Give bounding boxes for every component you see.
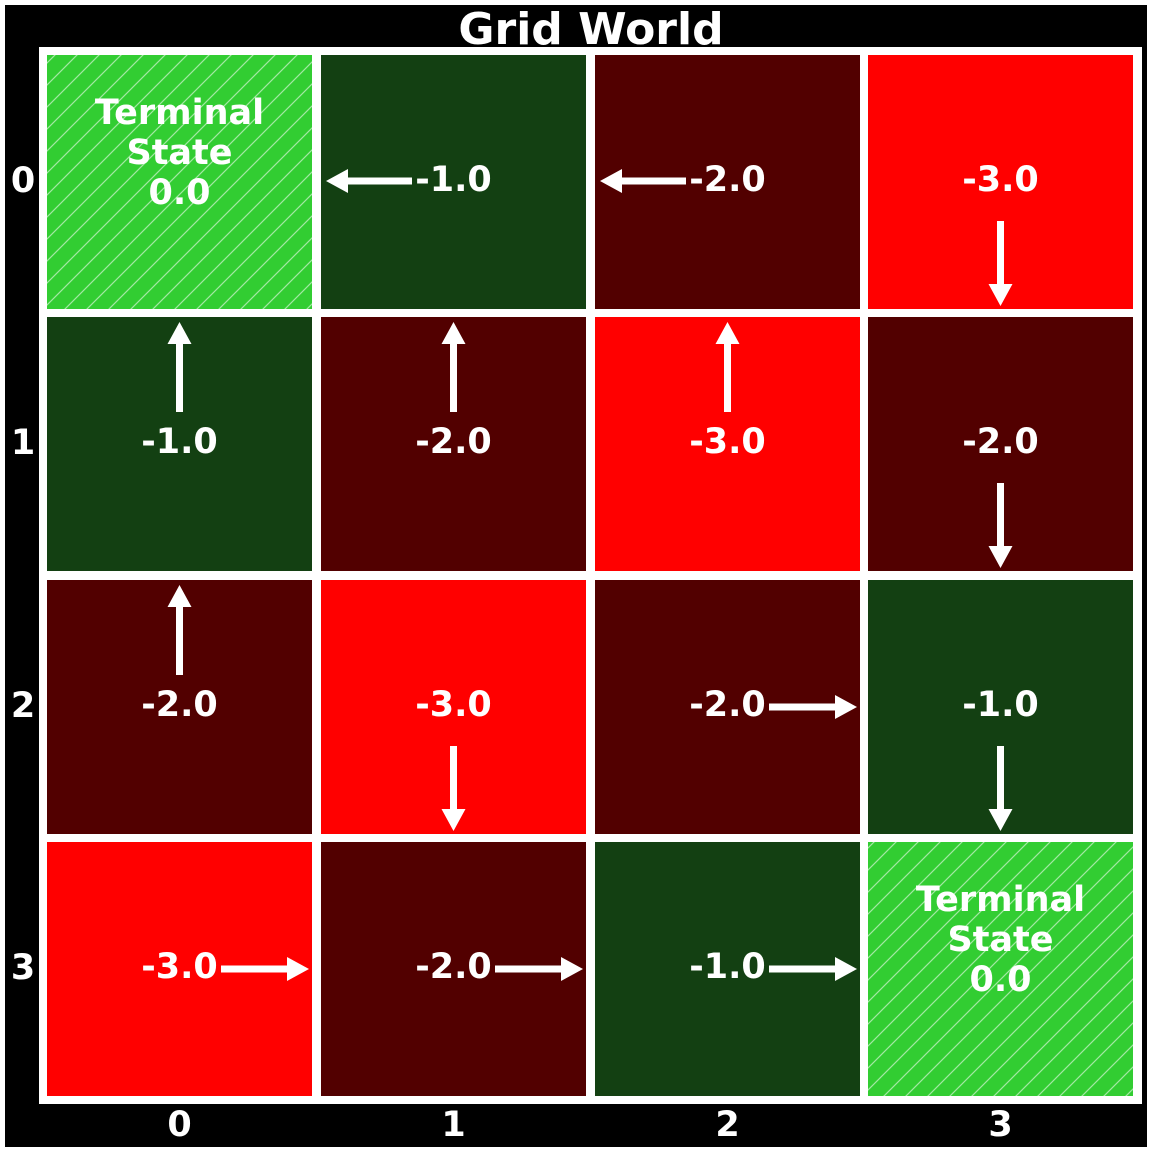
cell-value: -2.0 bbox=[415, 947, 492, 987]
arrow-head bbox=[167, 585, 192, 607]
y-tick-label: 3 bbox=[11, 948, 35, 988]
cell-value: -3.0 bbox=[415, 685, 492, 725]
axis-ticks: 0 1 2 3 0 1 2 3 bbox=[11, 161, 1013, 1145]
grid-cell: -3.0 bbox=[595, 317, 860, 571]
cell-value: -1.0 bbox=[962, 685, 1039, 725]
grid-cell: -1.0 bbox=[47, 317, 312, 571]
grid-cell: -1.0 bbox=[321, 55, 586, 309]
arrow-head bbox=[988, 809, 1013, 831]
chart-title: Grid World bbox=[458, 4, 723, 55]
arrow-head bbox=[326, 169, 348, 193]
grid-cell: -2.0 bbox=[321, 317, 586, 571]
cell-value: -1.0 bbox=[141, 422, 218, 462]
cell-value: -3.0 bbox=[962, 160, 1039, 200]
arrow-head bbox=[287, 957, 309, 981]
arrow-head bbox=[835, 957, 857, 981]
arrow-head bbox=[441, 809, 466, 831]
cell-value: -2.0 bbox=[415, 422, 492, 462]
x-tick-label: 2 bbox=[715, 1105, 739, 1145]
grid-cell: -1.0 bbox=[868, 580, 1133, 834]
y-tick-label: 2 bbox=[11, 686, 35, 726]
terminal-state-label: Terminal bbox=[916, 880, 1085, 920]
cell-value: -2.0 bbox=[689, 685, 766, 725]
arrow-head bbox=[167, 322, 192, 344]
grid-cell: -3.0 bbox=[868, 55, 1133, 309]
arrow-head bbox=[561, 957, 583, 981]
arrow-head bbox=[441, 322, 466, 344]
grid-cell: -2.0 bbox=[595, 580, 860, 834]
x-tick-label: 1 bbox=[441, 1105, 465, 1145]
y-tick-label: 1 bbox=[11, 423, 35, 463]
grid-cell: -2.0 bbox=[595, 55, 860, 309]
y-tick-label: 0 bbox=[11, 161, 35, 201]
grid-cell: -2.0 bbox=[321, 842, 586, 1096]
arrow-head bbox=[988, 284, 1013, 306]
cell-value: -1.0 bbox=[415, 160, 492, 200]
terminal-hatch bbox=[47, 55, 312, 309]
grid-cell: -2.0 bbox=[47, 580, 312, 834]
arrow-head bbox=[600, 169, 622, 193]
terminal-state-label: State bbox=[126, 133, 232, 173]
cell-value: -2.0 bbox=[689, 160, 766, 200]
grid-cell: -1.0 bbox=[595, 842, 860, 1096]
terminal-hatch bbox=[868, 842, 1133, 1096]
cell-value: -1.0 bbox=[689, 947, 766, 987]
x-tick-label: 3 bbox=[988, 1105, 1012, 1145]
cell-value: 0.0 bbox=[148, 173, 210, 213]
cell-value: -2.0 bbox=[141, 685, 218, 725]
arrow-head bbox=[835, 695, 857, 719]
terminal-state-label: Terminal bbox=[95, 93, 264, 133]
arrow-head bbox=[988, 546, 1013, 568]
arrow-head bbox=[715, 322, 740, 344]
grid-cell: -3.0 bbox=[321, 580, 586, 834]
cell-value: -3.0 bbox=[141, 947, 218, 987]
x-tick-label: 0 bbox=[167, 1105, 191, 1145]
terminal-state-label: State bbox=[947, 920, 1053, 960]
grid-cell: -3.0 bbox=[47, 842, 312, 1096]
grid-cell: -2.0 bbox=[868, 317, 1133, 571]
cell-value: -3.0 bbox=[689, 422, 766, 462]
cell-value: 0.0 bbox=[969, 960, 1031, 1000]
cell-value: -2.0 bbox=[962, 422, 1039, 462]
